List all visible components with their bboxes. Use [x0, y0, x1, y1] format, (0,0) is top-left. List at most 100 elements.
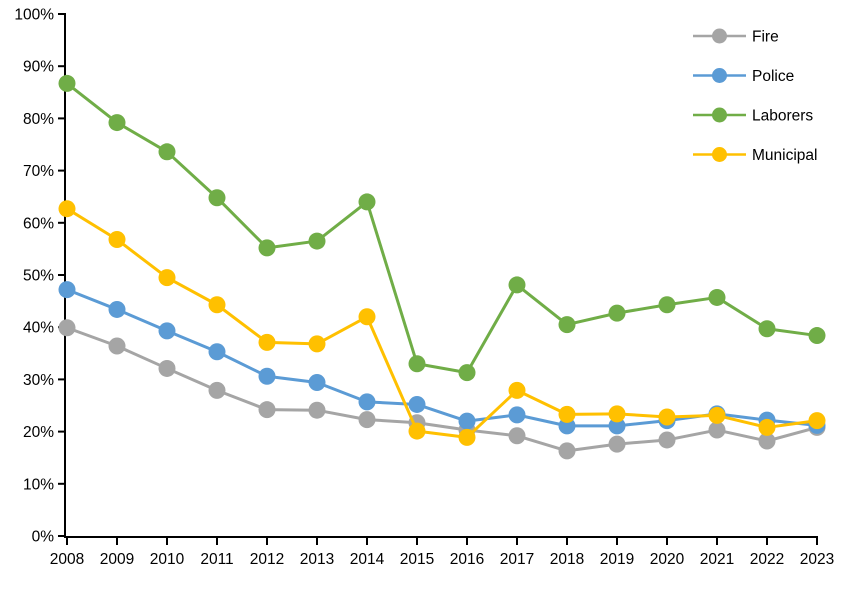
data-point-police-2012 [258, 367, 276, 385]
legend-label-municipal: Municipal [752, 147, 817, 164]
legend-item-fire: Fire [693, 28, 779, 46]
y-axis-tick-label: 60% [23, 215, 54, 232]
data-point-laborers-2020 [658, 296, 676, 314]
data-point-laborers-2008 [58, 74, 76, 92]
y-axis-tick-label: 50% [23, 268, 54, 285]
x-axis-tick-label: 2020 [650, 551, 685, 568]
data-point-laborers-2012 [258, 239, 276, 257]
legend-label-police: Police [752, 68, 794, 85]
series-line-police [66, 288, 818, 428]
legend-label-laborers: Laborers [752, 108, 813, 125]
data-point-laborers-2015 [408, 355, 426, 373]
data-point-police-2011 [208, 343, 226, 361]
x-axis-tick-label: 2011 [200, 551, 233, 568]
data-point-fire-2008 [58, 319, 76, 337]
x-axis-tick-label: 2009 [100, 551, 134, 568]
data-point-fire-2012 [258, 401, 276, 419]
data-point-laborers-2022 [758, 320, 776, 338]
data-point-fire-2018 [558, 442, 576, 460]
data-point-laborers-2011 [208, 189, 226, 207]
x-axis-tick-label: 2014 [350, 551, 385, 568]
legend-marker-municipal-icon [712, 147, 727, 162]
data-point-police-2014 [358, 393, 376, 411]
data-point-police-2013 [308, 374, 326, 392]
data-point-fire-2017 [508, 427, 526, 445]
legend-marker-police-icon [712, 68, 727, 83]
y-axis-tick-label: 10% [23, 476, 54, 493]
series-group [58, 74, 826, 460]
y-axis-tick-label: 40% [23, 320, 54, 337]
series-municipal [58, 200, 826, 446]
data-point-fire-2010 [158, 359, 176, 377]
data-point-municipal-2009 [108, 231, 126, 249]
data-point-laborers-2017 [508, 276, 526, 294]
data-point-municipal-2008 [58, 200, 76, 218]
data-point-municipal-2017 [508, 381, 526, 399]
legend-label-fire: Fire [752, 29, 779, 46]
data-point-fire-2019 [608, 435, 626, 453]
x-axis-tick-label: 2016 [450, 551, 484, 568]
data-point-municipal-2010 [158, 269, 176, 287]
data-point-fire-2014 [358, 411, 376, 429]
axes: 0% 10% 20% 30% 40% 50% 60% 70% 80% 90% 100% 2008 200… [14, 7, 834, 569]
y-axis-tick-label: 100% [14, 7, 54, 24]
data-point-police-2019 [608, 417, 626, 435]
y-axis-tick-label: 20% [23, 424, 54, 441]
series-laborers [58, 74, 826, 382]
data-point-municipal-2021 [708, 406, 726, 424]
data-point-laborers-2021 [708, 288, 726, 306]
series-line-laborers [66, 82, 818, 375]
data-point-fire-2020 [658, 431, 676, 449]
data-point-municipal-2015 [408, 422, 426, 440]
data-point-laborers-2010 [158, 143, 176, 161]
x-axis-tick-label: 2010 [150, 551, 185, 568]
legend-marker-fire-icon [712, 28, 727, 44]
data-point-fire-2021 [708, 421, 726, 439]
x-axis-tick-label: 2018 [550, 551, 584, 568]
data-point-police-2008 [58, 281, 76, 299]
data-point-municipal-2012 [258, 333, 276, 351]
legend-item-police: Police [693, 68, 794, 85]
data-point-police-2010 [158, 322, 176, 340]
data-point-laborers-2009 [108, 114, 126, 132]
legend-item-laborers: Laborers [693, 107, 813, 125]
data-point-police-2009 [108, 300, 126, 318]
x-axis-tick-label: 2015 [400, 551, 434, 568]
data-point-fire-2011 [208, 381, 226, 399]
y-axis-tick-label: 0% [32, 529, 55, 546]
data-point-laborers-2014 [358, 193, 376, 211]
legend: Fire Police Laborers Municipal [693, 28, 817, 164]
y-axis-tick-label: 30% [23, 372, 54, 389]
data-point-municipal-2016 [458, 428, 476, 446]
x-axis-tick-label: 2023 [800, 551, 834, 568]
x-axis-tick-label: 2019 [600, 551, 634, 568]
y-axis-tick-label: 70% [23, 163, 54, 180]
data-point-municipal-2023 [808, 412, 826, 430]
data-point-laborers-2013 [308, 232, 326, 250]
y-axis-tick-label: 90% [23, 59, 54, 76]
data-point-fire-2022 [758, 432, 776, 450]
data-point-municipal-2018 [558, 405, 576, 423]
series-line-municipal [66, 207, 818, 439]
data-point-municipal-2020 [658, 408, 676, 426]
legend-item-municipal: Municipal [693, 147, 817, 164]
legend-marker-laborers-icon [712, 107, 727, 123]
series-line-fire [66, 326, 818, 453]
x-axis-tick-label: 2008 [50, 551, 84, 568]
data-point-laborers-2023 [808, 327, 826, 345]
data-point-police-2016 [458, 412, 476, 430]
series-fire [58, 319, 826, 460]
data-point-municipal-2014 [358, 308, 376, 326]
y-axis-tick-label: 80% [23, 111, 54, 128]
data-point-municipal-2011 [208, 296, 226, 314]
data-point-municipal-2022 [758, 418, 776, 436]
x-axis-tick-label: 2013 [300, 551, 334, 568]
data-point-police-2015 [408, 395, 426, 413]
axis-lines [64, 13, 818, 538]
x-axis-tick-label: 2022 [750, 551, 784, 568]
data-point-fire-2009 [108, 337, 126, 355]
x-axis-tick-label: 2012 [250, 551, 284, 568]
data-point-laborers-2018 [558, 316, 576, 334]
data-point-municipal-2013 [308, 335, 326, 353]
